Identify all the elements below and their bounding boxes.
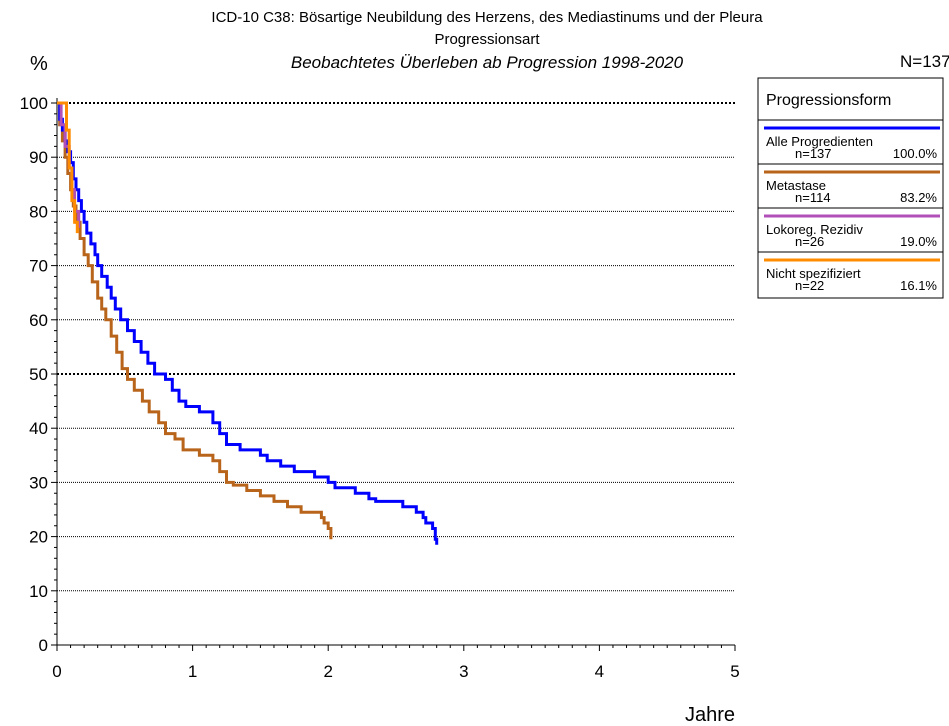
y-tick-label: 10 bbox=[29, 582, 48, 601]
y-tick-label: 70 bbox=[29, 257, 48, 276]
y-tick-label: 40 bbox=[29, 419, 48, 438]
legend-n: n=26 bbox=[795, 234, 824, 249]
series-line-metastase bbox=[57, 101, 333, 540]
y-tick-label: 90 bbox=[29, 148, 48, 167]
x-tick-label: 2 bbox=[323, 662, 332, 681]
y-tick-label: 50 bbox=[29, 365, 48, 384]
x-tick-label: 3 bbox=[459, 662, 468, 681]
chart-subtitle-italic: Beobachtetes Überleben ab Progression 19… bbox=[291, 53, 684, 72]
y-axis: 0 10 20 30 40 50 60 70 80 90 100 bbox=[20, 94, 58, 655]
legend-n: n=137 bbox=[795, 146, 832, 161]
x-tick-label: 1 bbox=[188, 662, 197, 681]
legend-label: Nicht spezifiziert bbox=[766, 266, 861, 281]
y-tick-label: 60 bbox=[29, 311, 48, 330]
legend-title: Progressionsform bbox=[766, 92, 891, 109]
series-line-alle-progredienten bbox=[57, 101, 439, 545]
chart-title: ICD-10 C38: Bösartige Neubildung des Her… bbox=[211, 9, 763, 26]
y-tick-label: 20 bbox=[29, 528, 48, 547]
x-tick-label: 0 bbox=[52, 662, 61, 681]
legend: Progressionsform Alle Progredientenn=137… bbox=[757, 77, 944, 299]
y-axis-label: % bbox=[30, 53, 48, 75]
x-tick-label: 4 bbox=[595, 662, 604, 681]
chart-subtitle: Progressionsart bbox=[434, 31, 540, 48]
y-tick-label: 30 bbox=[29, 473, 48, 492]
n-total-label: N=137 bbox=[900, 52, 949, 71]
y-tick-label: 100 bbox=[20, 94, 48, 113]
x-axis: 0 1 2 3 4 5 bbox=[52, 644, 740, 681]
legend-percent: 100.0% bbox=[893, 146, 938, 161]
x-tick-label: 5 bbox=[730, 662, 739, 681]
y-tick-label: 80 bbox=[29, 202, 48, 221]
legend-percent: 16.1% bbox=[900, 278, 937, 293]
legend-percent: 83.2% bbox=[900, 190, 937, 205]
series-line-nicht-spezifiziert bbox=[57, 101, 79, 234]
y-tick-label: 0 bbox=[39, 636, 48, 655]
series-lines bbox=[57, 101, 439, 545]
legend-label: Metastase bbox=[766, 178, 826, 193]
legend-percent: 19.0% bbox=[900, 234, 937, 249]
grid-lines bbox=[57, 102, 735, 592]
x-axis-label: Jahre bbox=[685, 704, 735, 726]
legend-label: Alle Progredienten bbox=[766, 134, 873, 149]
legend-label: Lokoreg. Rezidiv bbox=[766, 222, 863, 237]
legend-n: n=22 bbox=[795, 278, 824, 293]
legend-n: n=114 bbox=[795, 190, 831, 205]
